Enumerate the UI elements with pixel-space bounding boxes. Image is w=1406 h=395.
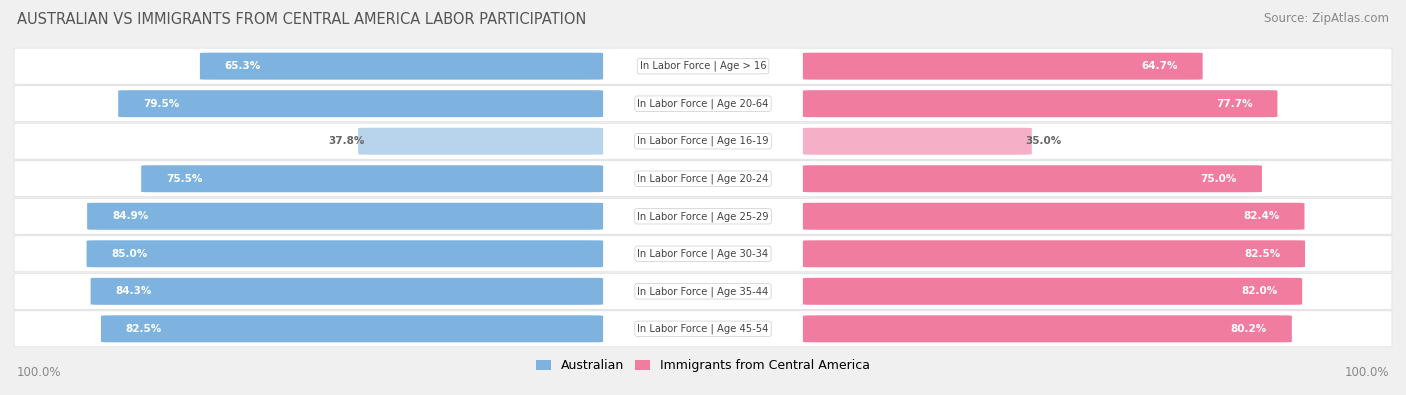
FancyBboxPatch shape (14, 48, 1392, 84)
Text: AUSTRALIAN VS IMMIGRANTS FROM CENTRAL AMERICA LABOR PARTICIPATION: AUSTRALIAN VS IMMIGRANTS FROM CENTRAL AM… (17, 12, 586, 27)
FancyBboxPatch shape (803, 165, 1263, 192)
FancyBboxPatch shape (200, 53, 603, 80)
FancyBboxPatch shape (803, 53, 1202, 80)
Text: 82.4%: 82.4% (1243, 211, 1279, 221)
FancyBboxPatch shape (14, 123, 1392, 159)
Text: 82.5%: 82.5% (125, 324, 162, 334)
Text: In Labor Force | Age 30-34: In Labor Force | Age 30-34 (637, 248, 769, 259)
Text: In Labor Force | Age 35-44: In Labor Force | Age 35-44 (637, 286, 769, 297)
Text: 100.0%: 100.0% (17, 366, 62, 379)
FancyBboxPatch shape (101, 315, 603, 342)
FancyBboxPatch shape (803, 128, 1032, 155)
FancyBboxPatch shape (14, 198, 1392, 234)
FancyBboxPatch shape (141, 165, 603, 192)
Text: 75.5%: 75.5% (166, 174, 202, 184)
FancyBboxPatch shape (803, 240, 1305, 267)
Text: 37.8%: 37.8% (329, 136, 366, 146)
Legend: Australian, Immigrants from Central America: Australian, Immigrants from Central Amer… (531, 354, 875, 377)
Text: In Labor Force | Age 25-29: In Labor Force | Age 25-29 (637, 211, 769, 222)
FancyBboxPatch shape (14, 236, 1392, 272)
FancyBboxPatch shape (803, 315, 1292, 342)
FancyBboxPatch shape (118, 90, 603, 117)
FancyBboxPatch shape (90, 278, 603, 305)
Text: 79.5%: 79.5% (143, 99, 179, 109)
FancyBboxPatch shape (14, 86, 1392, 122)
Text: In Labor Force | Age 20-64: In Labor Force | Age 20-64 (637, 98, 769, 109)
Text: 64.7%: 64.7% (1142, 61, 1178, 71)
Text: 65.3%: 65.3% (225, 61, 262, 71)
Text: Source: ZipAtlas.com: Source: ZipAtlas.com (1264, 12, 1389, 25)
Text: 77.7%: 77.7% (1216, 99, 1253, 109)
FancyBboxPatch shape (803, 90, 1278, 117)
Text: 84.3%: 84.3% (115, 286, 152, 296)
Text: 85.0%: 85.0% (111, 249, 148, 259)
FancyBboxPatch shape (14, 273, 1392, 309)
FancyBboxPatch shape (87, 203, 603, 230)
FancyBboxPatch shape (359, 128, 603, 155)
Text: 80.2%: 80.2% (1230, 324, 1267, 334)
Text: In Labor Force | Age > 16: In Labor Force | Age > 16 (640, 61, 766, 71)
Text: 82.5%: 82.5% (1244, 249, 1281, 259)
FancyBboxPatch shape (87, 240, 603, 267)
Text: 35.0%: 35.0% (1025, 136, 1062, 146)
Text: 82.0%: 82.0% (1241, 286, 1278, 296)
Text: In Labor Force | Age 45-54: In Labor Force | Age 45-54 (637, 324, 769, 334)
FancyBboxPatch shape (803, 203, 1305, 230)
Text: In Labor Force | Age 16-19: In Labor Force | Age 16-19 (637, 136, 769, 147)
Text: In Labor Force | Age 20-24: In Labor Force | Age 20-24 (637, 173, 769, 184)
FancyBboxPatch shape (14, 161, 1392, 197)
Text: 100.0%: 100.0% (1344, 366, 1389, 379)
Text: 84.9%: 84.9% (112, 211, 148, 221)
Text: 75.0%: 75.0% (1201, 174, 1237, 184)
FancyBboxPatch shape (14, 311, 1392, 347)
FancyBboxPatch shape (803, 278, 1302, 305)
